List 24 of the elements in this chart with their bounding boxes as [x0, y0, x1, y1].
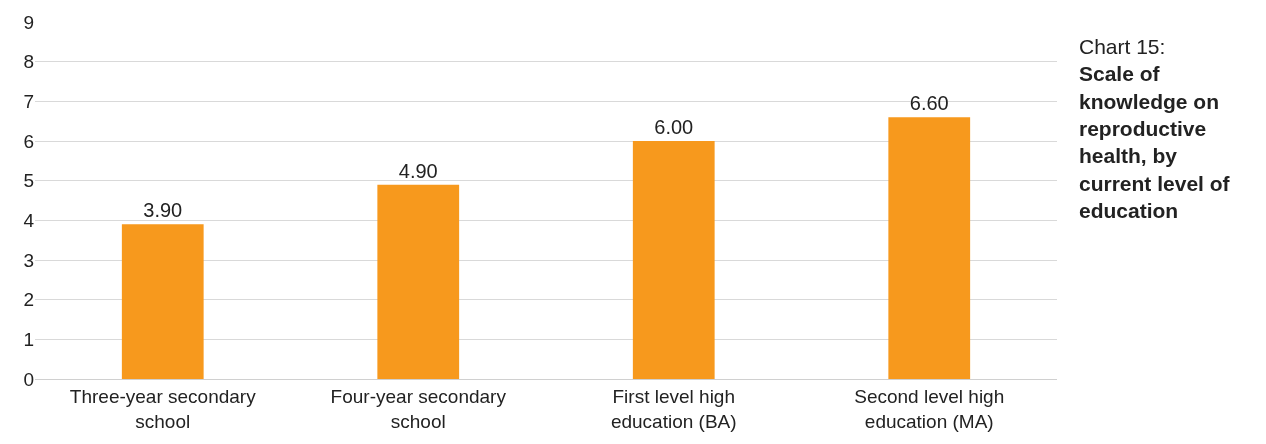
text: Scale of knowledge on reproductive health, by current level of education	[1079, 62, 1231, 222]
data-label: 6.00	[654, 116, 694, 138]
y-tick-label: 4	[23, 209, 35, 231]
bar	[888, 117, 971, 379]
y-tick-label: 0	[23, 368, 34, 390]
y-tick-label: 5	[23, 170, 34, 192]
x-tick-label: Four-year secondary school	[330, 385, 507, 432]
data-label: 6.60	[909, 92, 949, 115]
y-tick-label: 1	[23, 328, 34, 350]
text: Chart 15:	[1079, 35, 1166, 58]
x-tick-label: First level high education (BA)	[610, 385, 737, 432]
y-tick-label: 8	[23, 51, 34, 73]
x-tick-label: Second level high education (MA)	[854, 385, 1005, 432]
data-label: 3.90	[143, 199, 183, 222]
y-tick-label: 7	[23, 90, 34, 112]
data-label: 4.90	[398, 159, 438, 182]
bar	[377, 184, 460, 379]
y-tick-label: 6	[23, 130, 34, 152]
bar	[632, 141, 715, 379]
y-tick-label: 9	[23, 11, 34, 33]
y-tick-label: 2	[23, 289, 34, 311]
bar	[121, 224, 204, 379]
x-tick-label: Three-year secondary school	[69, 385, 257, 432]
y-tick-label: 3	[23, 249, 34, 271]
